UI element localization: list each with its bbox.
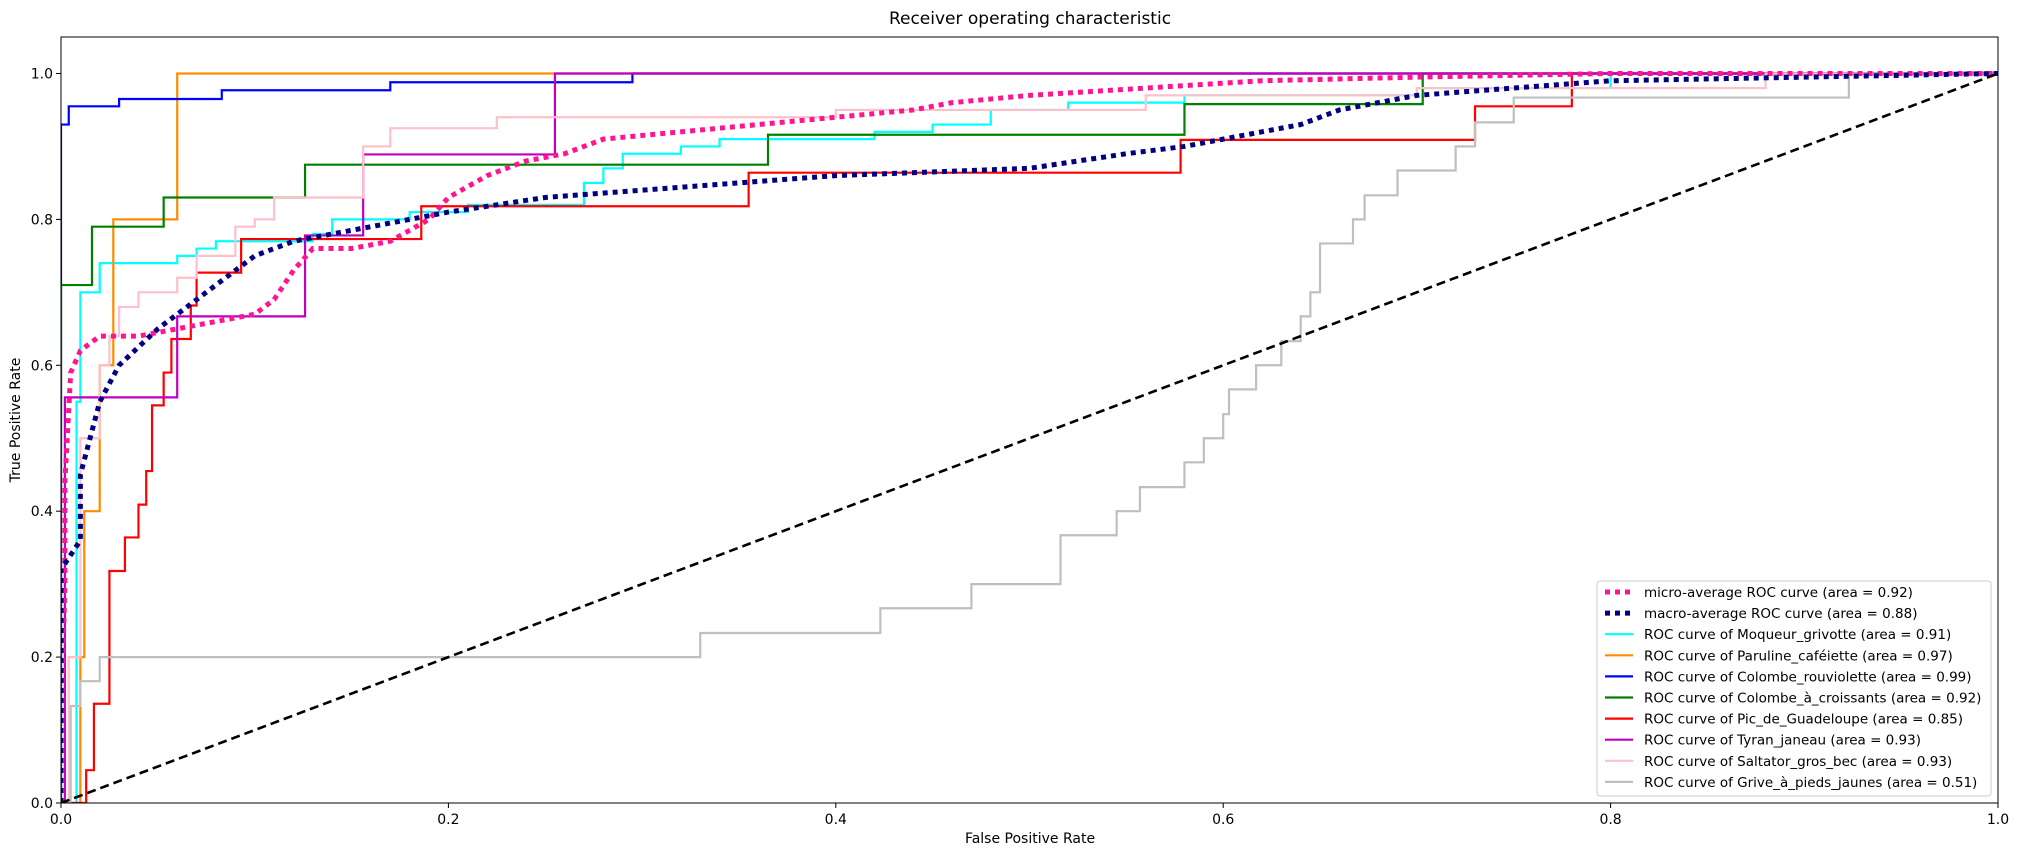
roc-series-line [61,72,1998,803]
legend-label: ROC curve of Pic_de_Guadeloupe (area = 0… [1644,712,1963,728]
x-tick-label: 0.4 [825,812,847,828]
x-tick-label: 0.2 [437,812,459,828]
tick-labels: 0.0 0.2 0.4 0.6 0.8 1.0 0.0 0.2 0.4 0.6 0.8 1.0 [31,66,2009,828]
y-tick-label: 0.4 [31,504,53,520]
chance-diagonal-line [61,72,1998,803]
legend-label: ROC curve of Colombe_rouviolette (area =… [1644,669,1972,685]
legend-label: micro-average ROC curve (area = 0.92) [1644,585,1913,601]
legend-label: ROC curve of Moqueur_grivotte (area = 0.… [1644,627,1951,643]
roc-series-line [61,72,1998,803]
x-axis-title: False Positive Rate [965,831,1095,847]
legend-label: ROC curve of Saltator_gros_bec (area = 0… [1644,754,1952,770]
roc-series-line [61,70,1998,803]
y-tick-label: 1.0 [31,66,53,82]
curves-layer [61,70,1998,803]
chart-title: Receiver operating characteristic [889,9,1171,29]
roc-series-line [61,70,1998,803]
x-tick-label: 0.8 [1599,812,1621,828]
legend-label: ROC curve of Grive_à_pieds_jaunes (area … [1644,775,1977,791]
legend-label: ROC curve of Tyran_janeau (area = 0.93) [1644,733,1921,749]
legend-label: ROC curve of Colombe_à_croissants (area … [1644,691,1981,707]
roc-series-line [61,72,1998,803]
legend-label: macro-average ROC curve (area = 0.88) [1644,606,1917,622]
y-tick-label: 0.0 [31,796,53,812]
tick-marks [56,72,1999,808]
y-tick-label: 0.2 [31,650,53,666]
roc-series-line [61,72,1998,803]
roc-series-line [61,72,1998,803]
x-tick-label: 0.0 [50,812,72,828]
y-tick-label: 0.6 [31,358,53,374]
legend-label: ROC curve of Paruline_caféiette (area = … [1644,648,1953,664]
legend: micro-average ROC curve (area = 0.92) mac… [1596,580,1992,797]
x-tick-label: 0.6 [1212,812,1234,828]
roc-series-line [61,72,1998,803]
x-tick-label: 1.0 [1987,812,2009,828]
roc-series-line [61,72,1998,803]
y-tick-label: 0.8 [31,212,53,228]
plot-frame [60,36,1999,804]
legend-box [1596,580,1992,797]
y-axis-title: True Positive Rate [8,358,24,484]
